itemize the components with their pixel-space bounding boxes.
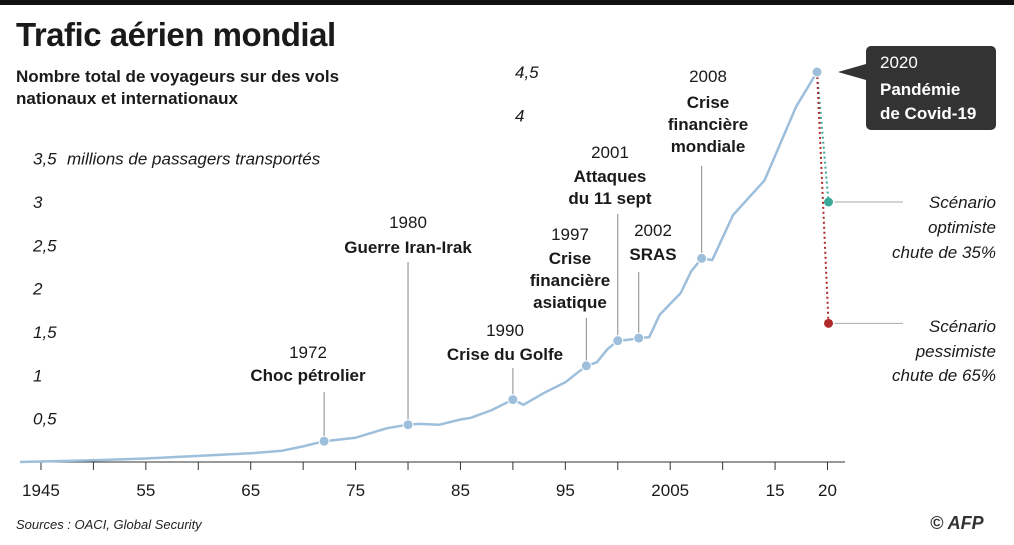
event-year-label: 2002 xyxy=(634,221,672,240)
passenger-series-line xyxy=(19,71,819,464)
event-point xyxy=(633,332,645,344)
y-tick-label: 3 xyxy=(33,193,43,212)
x-tick-label: 2005 xyxy=(651,481,689,500)
event-name-label: financière xyxy=(668,115,748,134)
scenario-labels: Scénario optimiste chute de 35% Scénario pes… xyxy=(892,193,996,385)
x-tick-label: 15 xyxy=(766,481,785,500)
event-name-label: Choc pétrolier xyxy=(250,366,366,385)
event-year-label: 1972 xyxy=(289,343,327,362)
event-point xyxy=(507,394,519,406)
scenario-label: Scénario xyxy=(929,193,996,212)
y-axis-ticks: 0,5 1 1,5 2 2,5 3 3,5 4 4,5 xyxy=(32,63,539,429)
chart-subtitle: Nombre total de voyageurs sur des vols n… xyxy=(16,67,340,108)
y-tick-label: 0,5 xyxy=(33,410,57,429)
event-name-label: Crise du Golfe xyxy=(447,345,563,364)
covid-year-label: 2020 xyxy=(880,53,918,72)
x-tick-label: 65 xyxy=(241,481,260,500)
covid-callout: 2020 Pandémie de Covid-19 xyxy=(838,46,996,130)
event-name-label: Attaques xyxy=(574,167,647,186)
event-year-label: 1990 xyxy=(486,321,524,340)
scenario-label: Scénario xyxy=(929,317,996,336)
event-points xyxy=(318,66,834,447)
event-year-label: 2001 xyxy=(591,143,629,162)
event-name-label: Guerre Iran-Irak xyxy=(344,238,472,257)
covid-peak-point xyxy=(811,66,823,78)
event-name-label: Crise xyxy=(549,249,592,268)
event-point xyxy=(580,360,592,372)
event-year-label: 1980 xyxy=(389,213,427,232)
scenario-label: pessimiste xyxy=(915,342,996,361)
event-year-label: 1997 xyxy=(551,225,589,244)
scenario-label: optimiste xyxy=(928,218,996,237)
event-name-label: Crise xyxy=(687,93,730,112)
event-point xyxy=(402,419,414,431)
y-tick-label: 3,5 xyxy=(33,150,57,169)
event-name-label: du 11 sept xyxy=(568,189,651,208)
covid-label: Pandémie xyxy=(880,80,960,99)
covid-callout-box xyxy=(866,46,996,130)
y-tick-label: 4,5 xyxy=(515,63,539,82)
event-leader-lines xyxy=(323,166,703,438)
event-name-label: SRAS xyxy=(629,245,676,264)
event-name-label: mondiale xyxy=(671,137,746,156)
covid-label: de Covid-19 xyxy=(880,104,976,123)
y-tick-label: 2 xyxy=(32,280,43,299)
event-labels: 1972 Choc pétrolier 1980 Guerre Iran-Irak 19… xyxy=(250,67,748,385)
y-axis-label: millions de passagers transportés xyxy=(67,150,321,169)
chart-title: Trafic aérien mondial xyxy=(16,16,336,53)
scenario-label: chute de 65% xyxy=(892,366,996,385)
x-axis-ticks: 1945 55 65 75 85 95 2005 15 20 xyxy=(22,462,837,500)
x-tick-label: 55 xyxy=(136,481,155,500)
x-tick-label: 85 xyxy=(451,481,470,500)
x-tick-label: 75 xyxy=(346,481,365,500)
scenario-label: chute de 35% xyxy=(892,243,996,262)
sources-note: Sources : OACI, Global Security xyxy=(16,517,202,532)
y-tick-label: 2,5 xyxy=(32,236,57,255)
y-tick-label: 1 xyxy=(33,366,42,385)
x-tick-label: 20 xyxy=(818,481,837,500)
scenario-projection-line xyxy=(816,71,830,324)
afp-credit: © AFP xyxy=(930,513,984,533)
y-tick-label: 4 xyxy=(515,106,524,125)
event-point xyxy=(318,435,330,447)
x-tick-label: 95 xyxy=(556,481,575,500)
event-name-label: asiatique xyxy=(533,293,607,312)
event-point xyxy=(612,335,624,347)
scenario-projection-lines xyxy=(816,71,903,324)
event-point xyxy=(696,252,708,264)
y-tick-label: 1,5 xyxy=(33,323,57,342)
event-year-label: 2008 xyxy=(689,67,727,86)
scenario-point xyxy=(824,318,834,328)
scenario-point xyxy=(824,197,834,207)
top-rule xyxy=(0,0,1014,5)
x-tick-label: 1945 xyxy=(22,481,60,500)
covid-callout-pointer xyxy=(838,64,866,80)
event-name-label: financière xyxy=(530,271,610,290)
